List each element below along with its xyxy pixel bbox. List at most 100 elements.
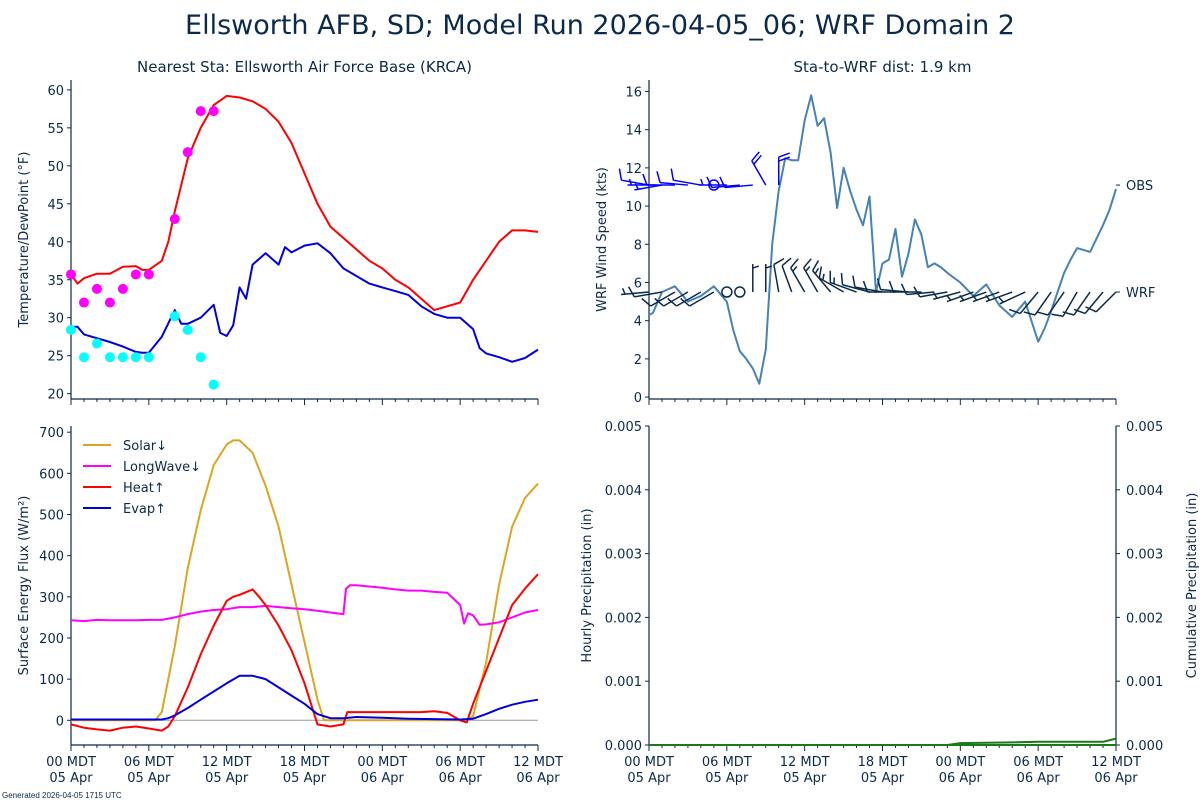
barb-full: [1036, 311, 1049, 316]
panel-precipitation: 0.000 0.000 0.001 0.001 0.002 0.002 0.003 0.003…: [580, 420, 1200, 786]
x-tick-label-date: 05 Apr: [705, 771, 749, 786]
x-tick-label-time: 12 MDT: [780, 755, 830, 770]
x-tick-label-time: 06 MDT: [702, 755, 752, 770]
obs-dewpoint-point: [143, 352, 154, 363]
wind-barb: [734, 286, 746, 298]
x-tick-label-time: 12 MDT: [202, 755, 252, 770]
barb-staff: [650, 291, 676, 307]
barb-half: [621, 288, 626, 295]
barb-full: [1023, 311, 1036, 316]
x-tick-label-time: 00 MDT: [46, 755, 96, 770]
wind-barb: [790, 258, 806, 293]
wind-barb: [802, 258, 819, 293]
y-right-tick-label: 0.004: [1126, 484, 1163, 499]
obs-temperature-point: [195, 106, 206, 117]
y-tick-label: 10: [625, 200, 642, 215]
barb-staff: [621, 179, 650, 186]
x-tick-label-date: 05 Apr: [283, 771, 327, 786]
x-tick-label-date: 06 Apr: [1094, 771, 1138, 786]
panel-wind-speed: 0 2 4 6 8 10 12 14 16 Sta-to-WRF dist: 1.9 km WRF …: [595, 58, 1155, 406]
panel-title: Sta-to-WRF dist: 1.9 km: [794, 58, 972, 76]
y-tick-label: 0.001: [605, 675, 642, 690]
y-tick-label: 45: [47, 198, 64, 213]
barb-staff: [812, 270, 832, 293]
barb-full: [1085, 306, 1097, 313]
barb-half: [765, 265, 772, 269]
y-tick-label: 0.004: [605, 484, 642, 499]
generated-timestamp: Generated 2026-04-05 1715 UTC: [2, 791, 122, 800]
y-tick-label: 50: [47, 160, 64, 175]
barb-staff: [621, 291, 650, 296]
barb-half: [998, 297, 1004, 303]
wind-barb: [777, 152, 790, 186]
y-right-tick-label: 0.000: [1126, 739, 1163, 754]
wind-barb: [752, 264, 760, 293]
obs-dewpoint-point: [91, 338, 102, 349]
barb-staff: [751, 160, 767, 186]
y-right-tick-label: 0.001: [1126, 675, 1163, 690]
barb-full: [1008, 308, 1021, 315]
y-tick-label: 25: [47, 350, 64, 365]
barb-full: [900, 283, 908, 295]
barb-staff: [1019, 291, 1039, 314]
y-tick-label: 100: [39, 673, 64, 688]
wind-barb: [670, 168, 702, 186]
obs-temperature-point: [104, 297, 115, 308]
wind-barb: [913, 286, 948, 298]
barb-staff: [985, 291, 1013, 303]
x-tick-label-time: 06 MDT: [1013, 755, 1063, 770]
y-tick-label: 0: [56, 714, 64, 729]
x-tick-label-date: 05 Apr: [205, 771, 249, 786]
legend-label: LongWave↓: [123, 460, 201, 475]
wrf-wind-speed-line: [648, 94, 1117, 385]
wind-barb: [900, 283, 935, 296]
barb-half: [634, 183, 639, 190]
y-axis-label: Temperature/DewPoint (°F): [17, 152, 32, 329]
barb-full: [667, 297, 678, 307]
wind-barb: [721, 286, 733, 298]
wind-barb: [751, 151, 767, 186]
barb-full: [751, 151, 760, 162]
barb-half: [752, 265, 760, 269]
barb-half: [805, 266, 811, 272]
wind-barb: [618, 168, 650, 186]
y-tick-label: 35: [47, 274, 64, 289]
barb-full: [862, 280, 869, 293]
wind-barb: [1036, 291, 1065, 316]
barb-staff: [829, 281, 857, 293]
evap-line: [71, 674, 539, 721]
barb-full: [1062, 311, 1075, 316]
barb-staff: [790, 267, 806, 293]
obs-temperature-point: [91, 283, 102, 294]
barb-staff: [781, 265, 793, 293]
wind-barb: [627, 286, 663, 298]
wind-barb: [862, 280, 896, 293]
y-tick-label: 200: [39, 632, 64, 647]
barb-staff: [802, 267, 819, 293]
legend-label: Solar↓: [123, 439, 167, 454]
y-tick-label: 8: [634, 238, 642, 253]
x-tick-label-date: 05 Apr: [783, 771, 827, 786]
y-right-tick-label: 0.003: [1126, 548, 1163, 563]
wind-barb: [1023, 291, 1052, 316]
x-tick-label-time: 00 MDT: [357, 755, 407, 770]
x-tick-label-time: 06 MDT: [124, 755, 174, 770]
y-tick-label: 300: [39, 591, 64, 606]
barb-staff: [906, 291, 935, 296]
obs-dewpoint-point: [208, 379, 219, 390]
calm-circle: [734, 286, 746, 298]
y-tick-label: 0.000: [605, 739, 642, 754]
barb-staff: [842, 284, 870, 293]
y-tick-label: 55: [47, 122, 64, 137]
barb-staff: [919, 291, 948, 298]
wind-barb: [642, 173, 675, 186]
barb-full: [618, 168, 623, 181]
y-tick-label: 2: [634, 353, 642, 368]
panel-title: Nearest Sta: Ellsworth Air Force Base (K…: [137, 58, 472, 76]
y-tick-label: 30: [47, 312, 64, 327]
wind-barb: [1085, 291, 1117, 313]
wind-barb: [985, 291, 1013, 303]
wind-barb: [765, 264, 772, 293]
wind-barb: [773, 257, 785, 293]
